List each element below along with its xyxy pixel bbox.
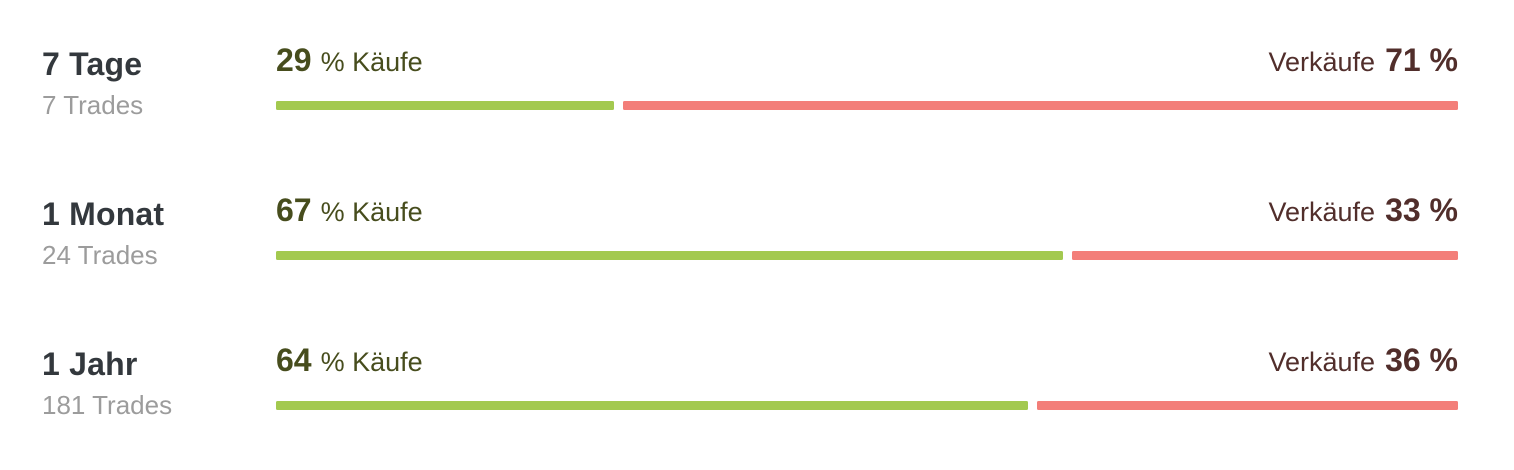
period-row: 7 Tage 7 Trades 29 % Käufe Verkäufe 71 % — [42, 30, 1458, 180]
sell-percentage-label: Verkäufe 36 % — [1268, 342, 1458, 379]
buy-bar-segment — [276, 251, 1064, 260]
buy-percentage-label: 29 % Käufe — [276, 42, 423, 79]
sell-percentage-label: Verkäufe 71 % — [1268, 42, 1458, 79]
period-column: 7 Tage 7 Trades — [42, 42, 276, 120]
period-column: 1 Jahr 181 Trades — [42, 342, 276, 420]
percentage-labels: 67 % Käufe Verkäufe 33 % — [276, 192, 1458, 236]
buy-sell-ratio-bar — [276, 251, 1458, 260]
period-label: 1 Monat — [42, 196, 165, 232]
sell-bar-segment — [1036, 401, 1458, 410]
period-label: 7 Tage — [42, 46, 143, 82]
trades-count: 7 Trades — [42, 90, 144, 120]
percentage-labels: 29 % Käufe Verkäufe 71 % — [276, 42, 1458, 86]
buy-percentage-value: 64 — [276, 342, 312, 378]
buy-sell-ratio-bar — [276, 401, 1458, 410]
period-label: 1 Jahr — [42, 346, 138, 382]
sell-bar-segment — [1072, 251, 1458, 260]
buy-percentage-label: 67 % Käufe — [276, 192, 423, 229]
bar-column: 67 % Käufe Verkäufe 33 % — [276, 192, 1458, 260]
buy-percentage-caption: % Käufe — [320, 347, 423, 377]
sell-percentage-value: 36 % — [1385, 342, 1458, 378]
trades-count: 181 Trades — [42, 390, 173, 420]
sell-percentage-value: 71 % — [1385, 42, 1458, 78]
buy-percentage-value: 67 — [276, 192, 312, 228]
sell-percentage-value: 33 % — [1385, 192, 1458, 228]
period-row: 1 Jahr 181 Trades 64 % Käufe Verkäufe 36 % — [42, 330, 1458, 470]
bar-column: 29 % Käufe Verkäufe 71 % — [276, 42, 1458, 110]
period-column: 1 Monat 24 Trades — [42, 192, 276, 270]
sell-percentage-caption: Verkäufe — [1268, 197, 1376, 227]
buy-percentage-caption: % Käufe — [320, 197, 423, 227]
ratio-rows: 7 Tage 7 Trades 29 % Käufe Verkäufe 71 % — [42, 30, 1458, 470]
sell-percentage-caption: Verkäufe — [1268, 347, 1376, 377]
buy-sell-ratio-bar — [276, 101, 1458, 110]
percentage-labels: 64 % Käufe Verkäufe 36 % — [276, 342, 1458, 386]
bar-column: 64 % Käufe Verkäufe 36 % — [276, 342, 1458, 410]
period-row: 1 Monat 24 Trades 67 % Käufe Verkäufe 33 % — [42, 180, 1458, 330]
buy-bar-segment — [276, 401, 1028, 410]
buy-percentage-label: 64 % Käufe — [276, 342, 423, 379]
sell-percentage-caption: Verkäufe — [1268, 47, 1376, 77]
trades-count: 24 Trades — [42, 240, 158, 270]
buy-percentage-value: 29 — [276, 42, 312, 78]
buy-bar-segment — [276, 101, 615, 110]
buy-percentage-caption: % Käufe — [320, 47, 423, 77]
sell-percentage-label: Verkäufe 33 % — [1268, 192, 1458, 229]
sell-bar-segment — [623, 101, 1458, 110]
